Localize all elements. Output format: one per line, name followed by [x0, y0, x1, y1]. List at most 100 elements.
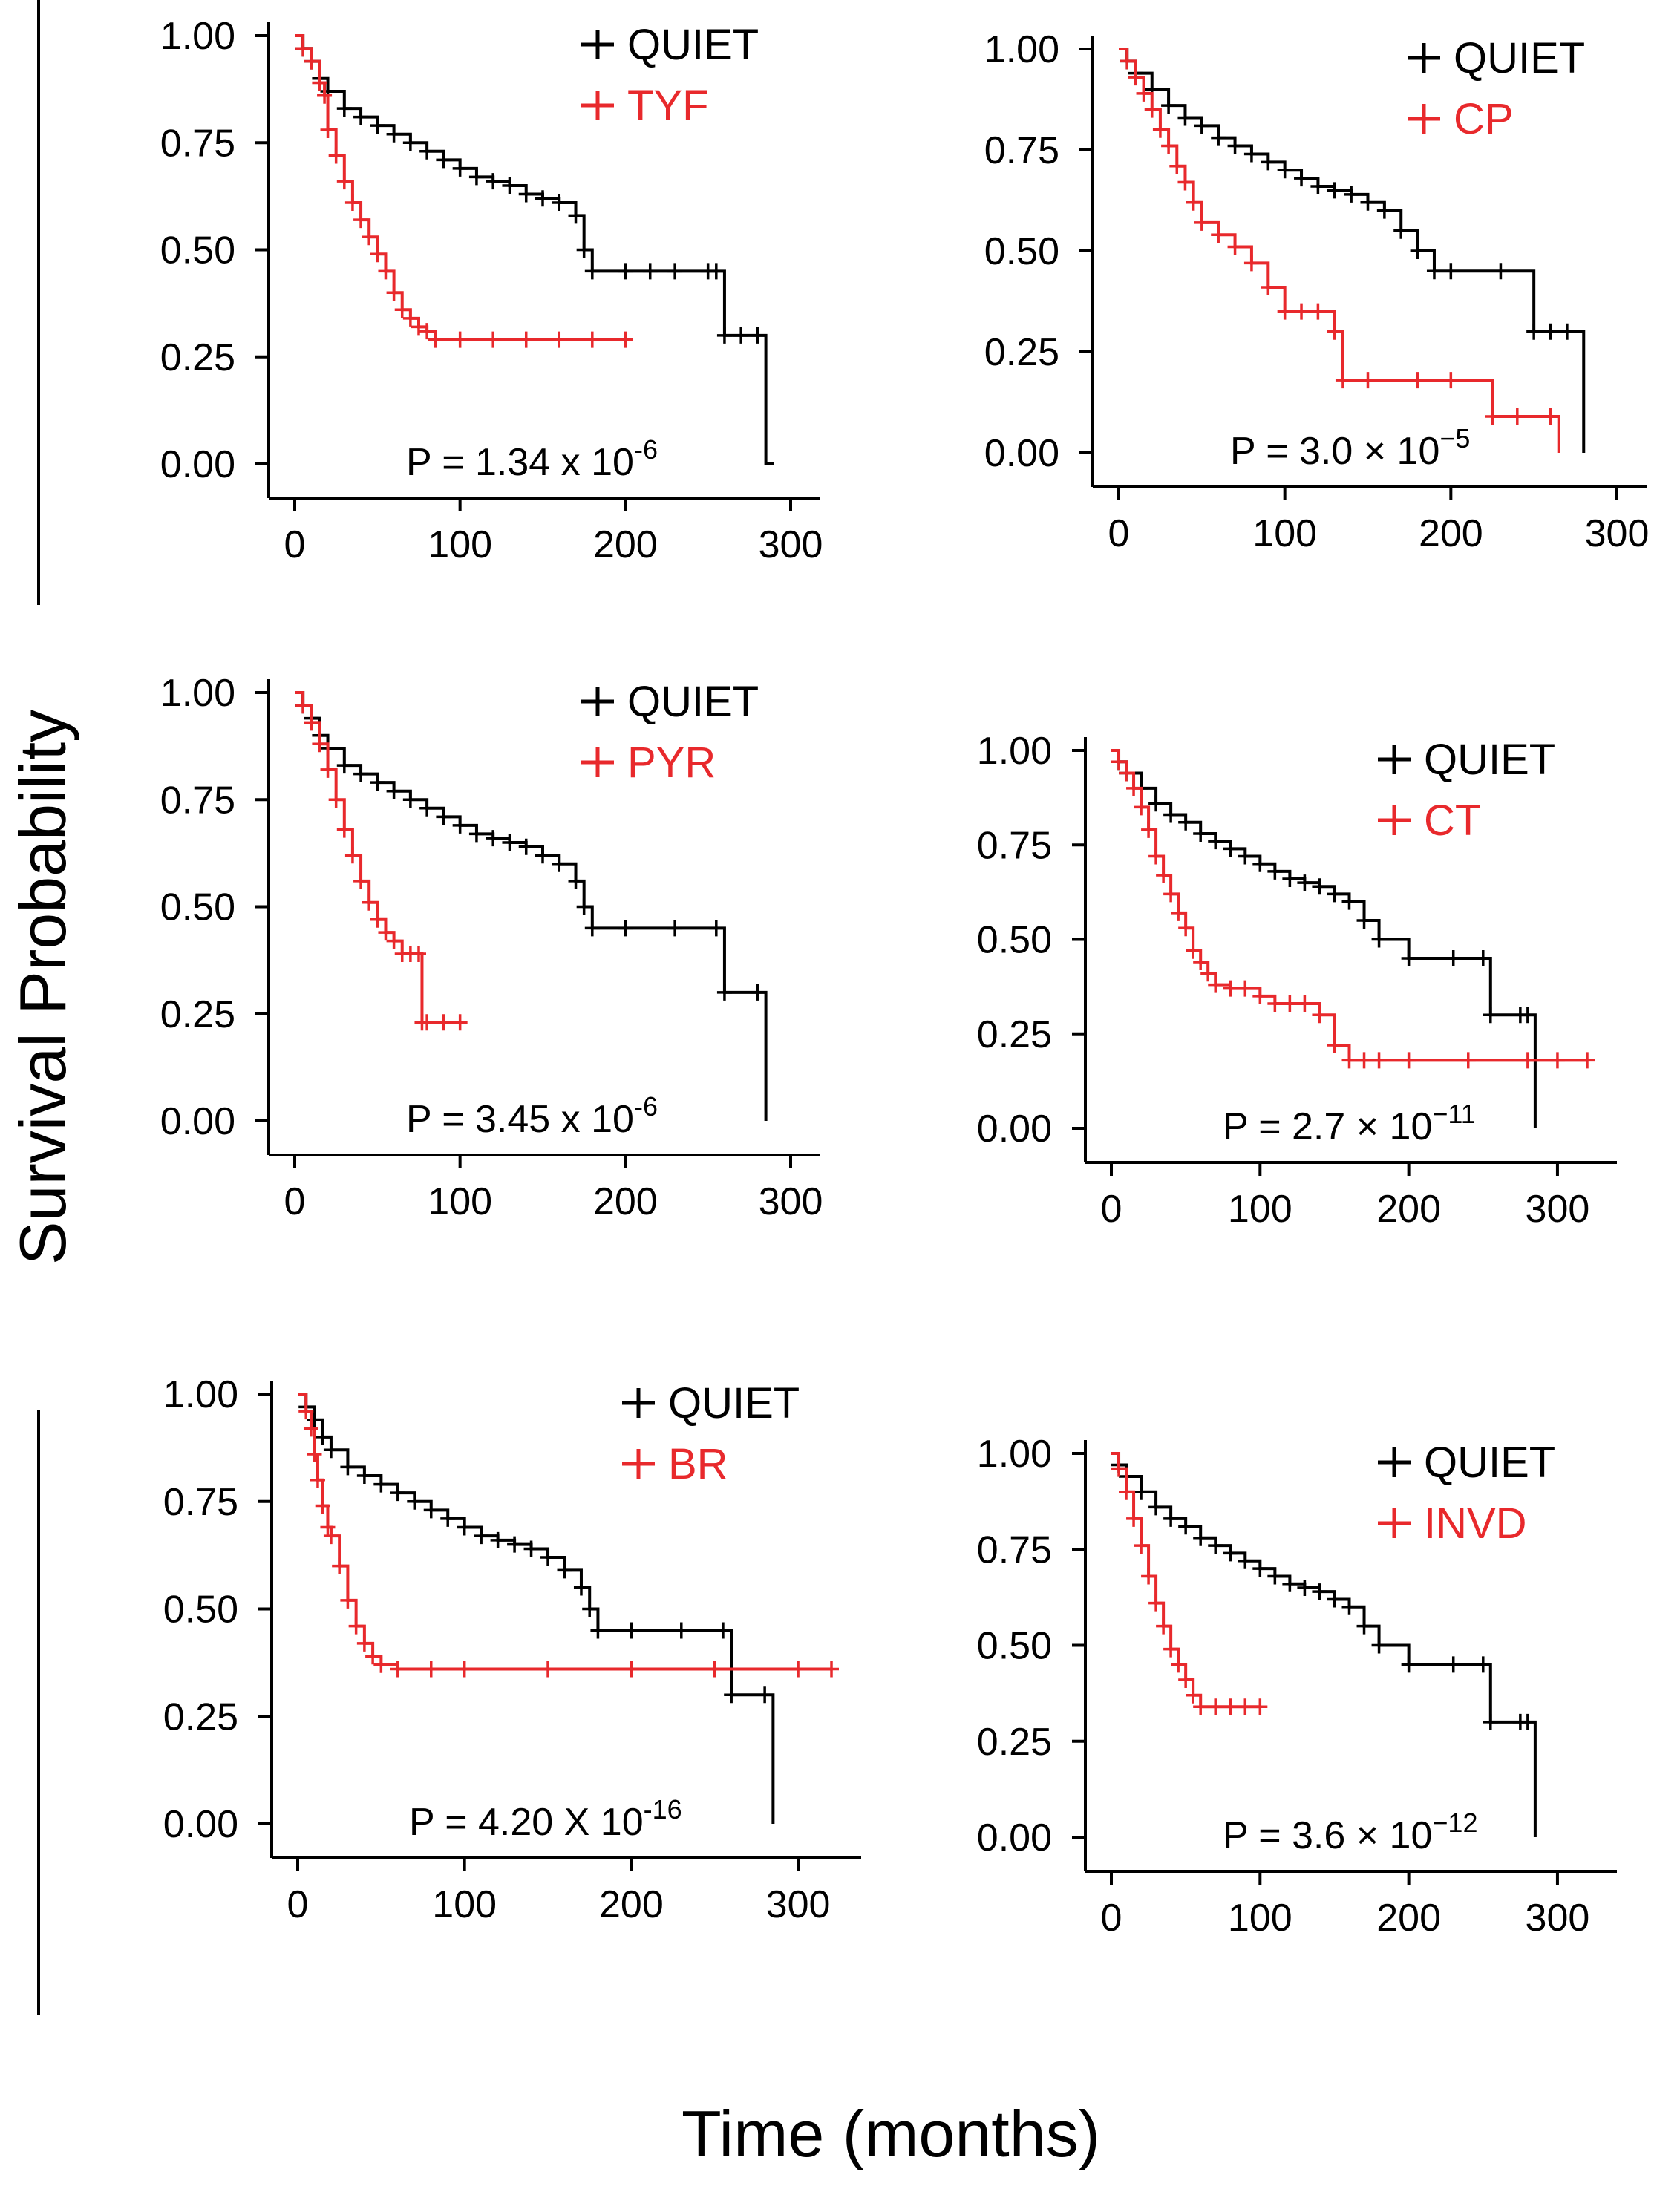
censor-mark [1312, 1583, 1327, 1600]
censor-mark [348, 1617, 364, 1635]
x-tick-label: 300 [1585, 512, 1650, 555]
legend-label: QUIET [627, 21, 759, 69]
legend-label: TYF [627, 82, 709, 130]
censor-mark [716, 327, 732, 344]
censor-mark [502, 834, 517, 851]
censor-mark [1261, 154, 1276, 171]
censor-mark [307, 1446, 322, 1463]
censor-mark [1401, 949, 1416, 966]
censor-mark [540, 1549, 556, 1566]
censor-mark [440, 1510, 456, 1527]
censor-mark [1410, 372, 1425, 389]
censor-mark [1223, 980, 1238, 997]
censor-mark [1156, 866, 1171, 883]
censor-mark [457, 1519, 472, 1536]
censor-mark [370, 911, 385, 928]
censor-mark [1460, 1052, 1476, 1069]
x-tick-label: 0 [284, 1180, 306, 1223]
censor-mark [1327, 886, 1342, 903]
censor-mark [1267, 995, 1283, 1012]
y-tick-label: 0.75 [160, 779, 235, 822]
x-tick-label: 0 [284, 523, 306, 566]
censor-mark [1227, 137, 1243, 154]
censor-mark [1327, 1591, 1342, 1608]
censor-mark [673, 1622, 689, 1639]
censor-mark [518, 331, 534, 348]
y-tick-label: 0.00 [977, 1816, 1052, 1859]
censor-mark [667, 263, 683, 280]
censor-mark [1410, 243, 1425, 259]
censor-mark [1148, 1594, 1164, 1612]
censor-mark [428, 331, 443, 348]
x-tick-label: 200 [599, 1883, 664, 1926]
legend-key [622, 1449, 655, 1479]
y-tick-label: 0.25 [163, 1695, 238, 1738]
censor-mark [295, 40, 311, 57]
censor-mark [1520, 1007, 1535, 1024]
censor-mark [1475, 1656, 1491, 1673]
censor-mark [1171, 1656, 1186, 1673]
censor-mark [590, 1622, 606, 1639]
censor-mark [1282, 995, 1298, 1012]
censor-mark [402, 791, 418, 808]
censor-mark [552, 331, 567, 348]
censor-mark [1426, 263, 1442, 280]
p-value-label: P = 2.7 × 10−11 [1223, 1099, 1476, 1148]
y-tick-label: 0.00 [163, 1803, 238, 1846]
censor-mark [1360, 194, 1376, 211]
censor-mark [584, 263, 600, 280]
censor-mark [1223, 1545, 1238, 1562]
legend-label: CP [1454, 95, 1514, 143]
censor-mark [1312, 878, 1327, 895]
censor-mark [733, 327, 749, 344]
censor-mark [1401, 1052, 1416, 1069]
legend-key [1408, 104, 1440, 134]
censor-mark [457, 1661, 472, 1678]
censor-mark [1148, 848, 1164, 865]
x-tick-label: 100 [1228, 1897, 1292, 1940]
censor-mark [356, 1468, 372, 1485]
censor-mark [576, 898, 592, 915]
x-tick-label: 200 [1376, 1188, 1441, 1231]
km-panel-3: 0.00 0.25 0.50 0.75 1.00 0 100 200 300 QUIET PYR P … [160, 672, 823, 1223]
legend-key [1378, 1447, 1411, 1477]
censor-mark [1238, 1552, 1253, 1569]
censor-mark [502, 177, 517, 194]
y-tick-label: 0.50 [977, 919, 1052, 962]
p-value-label: P = 3.0 × 10−5 [1230, 423, 1470, 473]
censor-mark [1163, 1510, 1179, 1527]
y-tick-label: 0.00 [160, 443, 235, 486]
censor-mark [708, 920, 724, 937]
censor-mark [1163, 806, 1179, 823]
censor-mark [1327, 182, 1342, 199]
y-tick-label: 0.00 [160, 1100, 235, 1143]
censor-mark [1119, 765, 1134, 782]
censor-mark [1134, 799, 1149, 816]
censor-mark [1443, 263, 1459, 280]
censor-mark [362, 229, 377, 246]
censor-mark [486, 173, 501, 190]
censor-mark [411, 318, 426, 336]
x-tick-label: 100 [432, 1883, 497, 1926]
km-panel-2: 0.00 0.25 0.50 0.75 1.00 0 100 200 300 QUIET CP P =… [984, 28, 1650, 555]
censor-mark [353, 872, 369, 889]
y-tick-label: 0.75 [163, 1481, 238, 1524]
legend-label: QUIET [627, 678, 759, 726]
censor-mark [1261, 278, 1276, 295]
censor-mark [373, 1476, 389, 1493]
censor-mark [750, 327, 765, 344]
censor-mark [1163, 1640, 1179, 1658]
censor-mark [1485, 408, 1500, 425]
x-tick-label: 200 [1376, 1897, 1441, 1940]
censor-mark [1152, 121, 1168, 138]
censor-mark [373, 1656, 389, 1673]
p-value-exponent: -6 [634, 1091, 658, 1122]
censor-mark [1559, 323, 1575, 340]
censor-mark [1252, 855, 1268, 872]
legend-key [581, 91, 614, 120]
censor-mark [452, 1014, 468, 1031]
censor-mark [1445, 949, 1461, 966]
censor-mark [1580, 1052, 1595, 1069]
censor-mark [315, 1428, 330, 1445]
censor-mark [1371, 931, 1387, 948]
